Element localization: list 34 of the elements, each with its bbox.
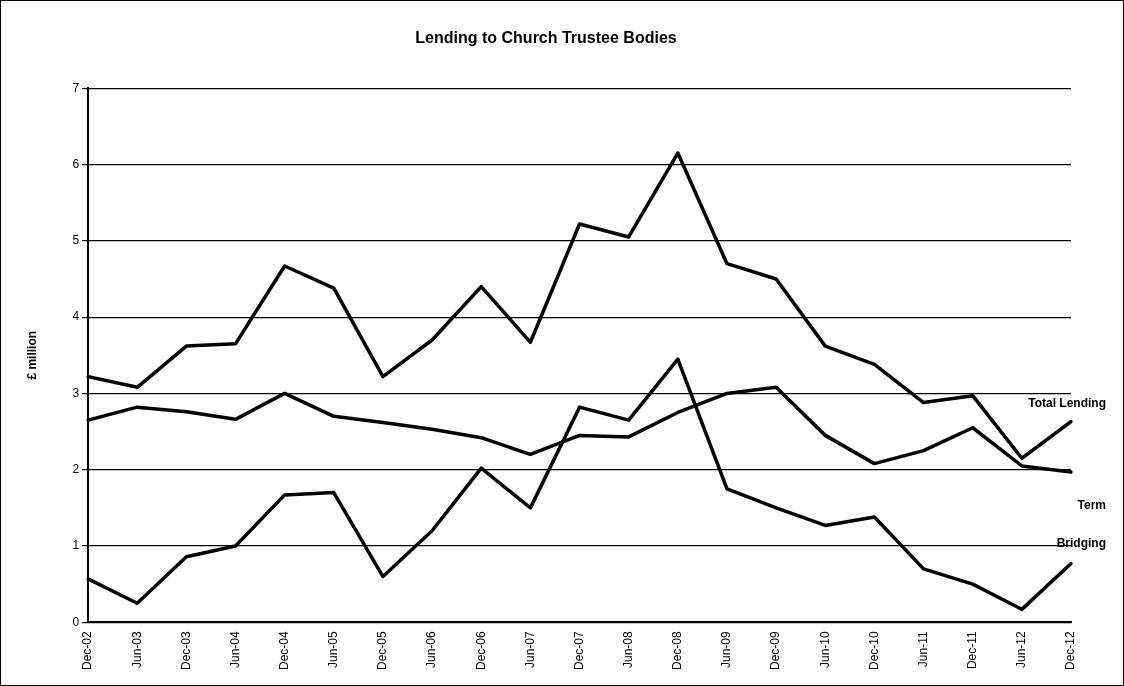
x-tick-label: Dec-09 [768,630,783,670]
x-tick-label: Jun-09 [719,631,734,669]
x-tick-label: Jun-10 [817,631,832,669]
x-tick-label: Jun-03 [129,631,144,669]
y-tick-label: 3 [72,385,80,400]
y-tick-label: 6 [72,156,80,171]
x-tick-label: Dec-02 [80,630,95,670]
x-tick-label: Jun-12 [1014,631,1029,669]
y-tick-label: 4 [72,309,80,324]
x-tick-label: Dec-08 [670,630,685,670]
x-tick-label: Dec-04 [276,630,291,670]
x-tick-label: Dec-03 [178,630,193,670]
x-tick-label: Jun-08 [621,631,635,669]
x-tick-label: Jun-04 [227,631,242,669]
y-tick-label: 0 [72,614,80,629]
series-label: Total Lending [1028,395,1106,410]
y-axis-title: £ million [24,330,39,380]
x-tick-label: Jun-05 [326,631,341,669]
x-tick-label: Jun-06 [424,631,439,669]
y-tick-label: 7 [72,80,80,95]
x-tick-label: Dec-07 [571,630,586,670]
x-tick-label: Dec-12 [1063,630,1078,670]
text: Term [1077,498,1106,513]
y-tick-label: 1 [72,538,80,553]
series-label: Bridging [1056,535,1106,550]
x-tick-label: Jun-07 [522,631,537,669]
x-tick-label: Dec-10 [866,630,881,670]
x-tick-label: Dec-11 [965,630,980,670]
x-tick-label: Dec-06 [473,630,488,670]
x-tick-label: Dec-05 [375,630,390,670]
x-tick-label: Jun-11 [915,631,930,668]
y-tick-label: 5 [72,233,80,248]
chart-title: Lending to Church Trustee Bodies [415,29,677,47]
y-tick-label: 2 [72,462,80,477]
